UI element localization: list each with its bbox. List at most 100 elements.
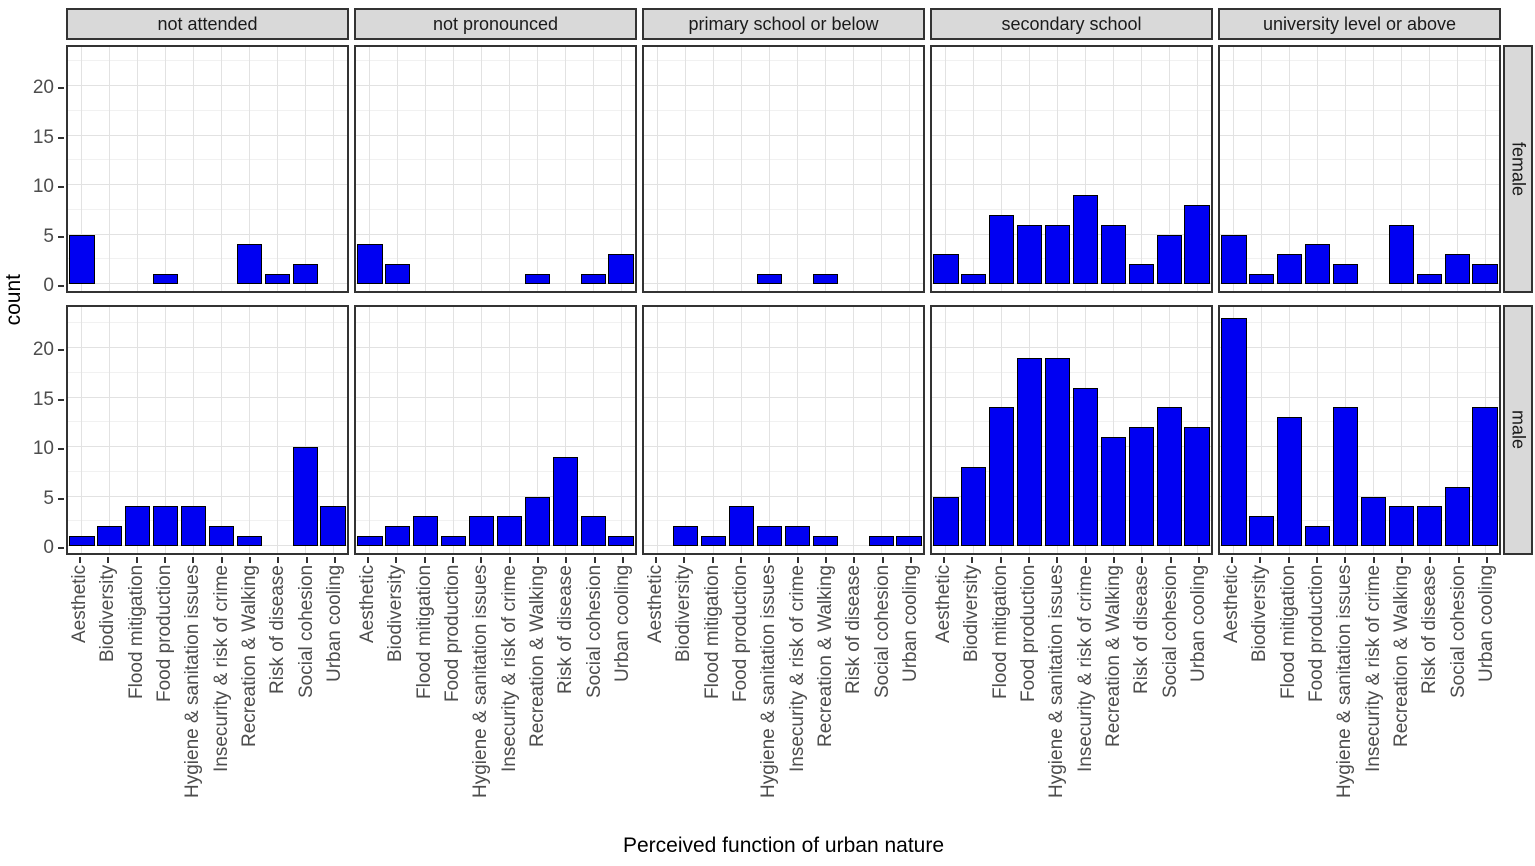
x-axis-tick-label: Aesthetic	[357, 565, 379, 644]
gridline	[356, 85, 635, 86]
y-tick-mark	[58, 87, 64, 89]
gridline	[536, 47, 538, 291]
gridline	[356, 322, 635, 324]
y-axis-tick-label: 15	[32, 388, 54, 410]
bar	[1277, 254, 1303, 284]
x-tick-mark	[1141, 557, 1144, 563]
x-axis-tick-label: Insecurity & risk of crime	[1362, 565, 1384, 772]
gridline	[68, 109, 347, 111]
bar	[385, 526, 411, 546]
gridline	[356, 470, 635, 472]
x-tick-mark	[395, 557, 398, 563]
facet-panel	[1218, 305, 1501, 555]
gridline	[932, 208, 1211, 210]
bar	[1249, 274, 1275, 284]
y-tick-mark	[58, 448, 64, 450]
x-axis-tick-label: Risk of disease	[843, 565, 865, 694]
gridline	[657, 307, 659, 553]
x-tick-mark	[1231, 557, 1234, 563]
x-axis-tick-label: Recreation & Walking	[1390, 565, 1412, 747]
gridline	[880, 307, 882, 553]
gridline	[356, 396, 635, 398]
gridline	[1140, 47, 1142, 291]
bar	[1156, 407, 1182, 546]
bar	[1472, 264, 1498, 284]
gridline	[644, 159, 923, 161]
x-axis-tick-label: Food production	[1306, 565, 1328, 703]
x-axis-tick-label: Food production	[1018, 565, 1040, 703]
gridline	[644, 322, 923, 324]
gridline	[508, 47, 510, 291]
facet-panel	[354, 305, 637, 555]
x-axis-tick-label: Food production	[730, 565, 752, 703]
x-tick-mark	[1197, 557, 1200, 563]
bar	[729, 506, 755, 546]
gridline	[644, 495, 923, 497]
x-tick-mark	[824, 557, 827, 563]
x-axis-labels: Aesthetic Biodiversity Flood mitigation Foo…	[642, 555, 925, 833]
bar	[97, 526, 123, 546]
x-tick-mark	[277, 557, 280, 563]
gridline	[644, 347, 923, 348]
gridline	[137, 47, 139, 291]
x-axis-tick-label: Flood mitigation	[701, 565, 723, 700]
gridline	[68, 347, 347, 348]
gridline	[1220, 184, 1499, 185]
x-axis-tick-label: Social cohesion	[1159, 565, 1181, 699]
bar	[1044, 224, 1071, 284]
x-axis-tick-label: Risk of disease	[555, 565, 577, 694]
x-tick-mark	[1457, 557, 1460, 563]
bar	[933, 254, 959, 284]
gridline	[276, 47, 278, 291]
bar	[524, 274, 550, 284]
x-tick-mark	[1344, 557, 1347, 563]
bar	[784, 526, 810, 546]
y-tick-mark	[58, 547, 64, 549]
gridline	[769, 307, 771, 553]
gridline	[453, 307, 455, 553]
gridline	[1220, 159, 1499, 161]
gridline	[644, 421, 923, 423]
bar	[236, 536, 262, 546]
bar	[180, 506, 207, 546]
x-tick-mark	[1287, 557, 1290, 563]
facet-panel	[642, 305, 925, 555]
x-axis-tick-label: Social cohesion	[295, 565, 317, 699]
x-axis-tick-label: Aesthetic	[933, 565, 955, 644]
facet-row-strip: male	[1503, 305, 1533, 555]
x-tick-mark	[593, 557, 596, 563]
gridline	[68, 85, 347, 86]
facet-panel	[354, 45, 637, 293]
bar	[385, 264, 411, 284]
gridline	[932, 109, 1211, 111]
x-axis-tick-label: Food production	[442, 565, 464, 703]
bar	[1017, 357, 1043, 546]
gridline	[356, 421, 635, 423]
bar	[1388, 506, 1414, 546]
gridline	[1220, 347, 1499, 348]
y-axis-tick-label: 15	[32, 126, 54, 148]
bar	[1100, 224, 1126, 284]
x-axis-tick-label: Aesthetic	[69, 565, 91, 644]
bar	[1072, 387, 1098, 546]
x-tick-mark	[621, 557, 624, 563]
gridline	[425, 47, 427, 291]
bar	[153, 274, 179, 284]
gridline	[165, 47, 167, 291]
x-axis-tick-label: Biodiversity	[961, 565, 983, 663]
gridline	[769, 47, 771, 291]
x-axis-tick-label: Insecurity & risk of crime	[1074, 565, 1096, 772]
gridline	[68, 233, 347, 235]
x-axis-tick-label: Urban cooling	[899, 565, 921, 683]
bar	[756, 274, 783, 284]
gridline	[356, 60, 635, 62]
x-tick-mark	[305, 557, 308, 563]
gridline	[68, 208, 347, 210]
bar	[1100, 437, 1126, 546]
x-axis-tick-label: Flood mitigation	[125, 565, 147, 700]
facet-column-strip: primary school or below	[642, 8, 925, 40]
x-axis-tick-label: Urban cooling	[1187, 565, 1209, 683]
bar	[69, 536, 95, 546]
gridline	[1220, 322, 1499, 324]
facet-panel	[930, 305, 1213, 555]
